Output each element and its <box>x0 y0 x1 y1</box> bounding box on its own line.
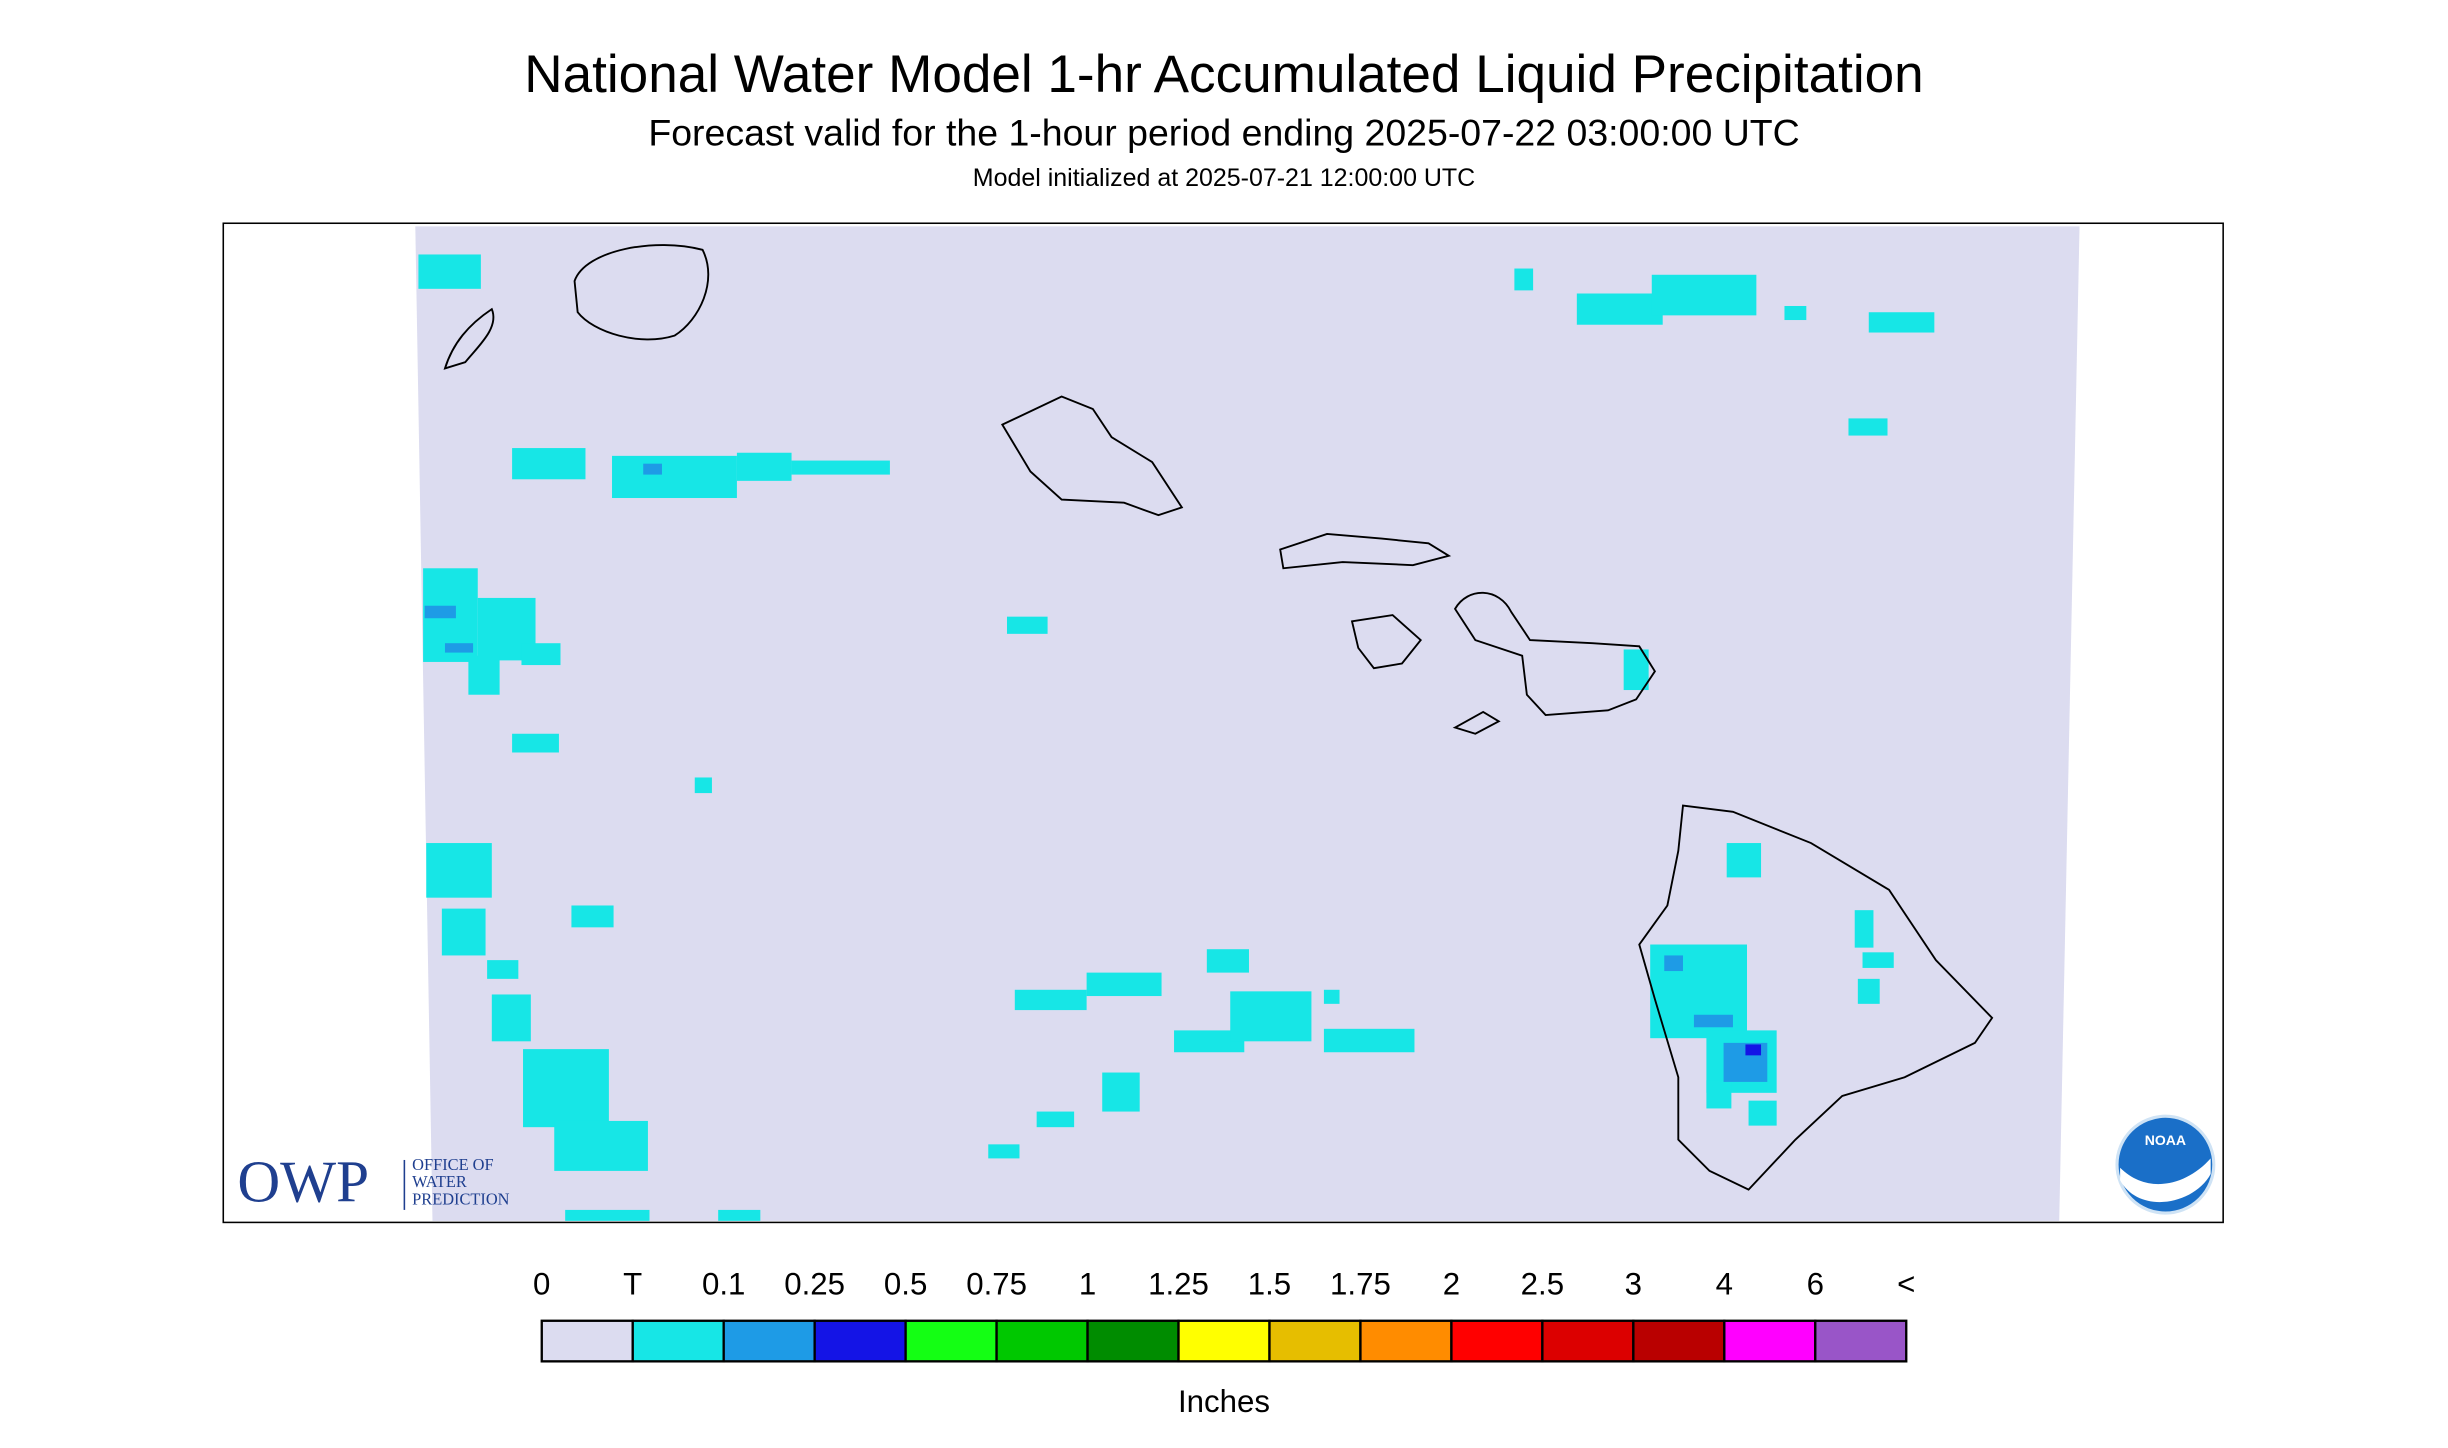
init-time: Model initialized at 2025-07-21 12:00:00… <box>973 164 1475 192</box>
colorbar-swatch <box>1632 1319 1726 1363</box>
colorbar-swatch <box>1541 1319 1635 1363</box>
colorbar-label: 0.25 <box>784 1267 845 1302</box>
colorbar-swatch <box>904 1319 998 1363</box>
colorbar-label: 6 <box>1807 1267 1824 1302</box>
colorbar-label: 2.5 <box>1521 1267 1564 1302</box>
islands <box>443 244 1994 1191</box>
colorbar-label: T <box>623 1267 642 1302</box>
colorbar-swatch <box>1359 1319 1453 1363</box>
colorbar-swatch <box>995 1319 1089 1363</box>
colorbar-label: 1.75 <box>1330 1267 1391 1302</box>
owp-logo-line: WATER <box>412 1172 467 1191</box>
colorbar-swatch <box>1723 1319 1817 1363</box>
colorbar-label: 2 <box>1443 1267 1460 1302</box>
colorbar-swatch <box>631 1319 725 1363</box>
title: National Water Model 1-hr Accumulated Li… <box>524 45 1923 104</box>
noaa-logo-text: NOAA <box>2145 1132 2186 1148</box>
model-domain <box>415 226 2080 1221</box>
colorbar-label: 3 <box>1625 1267 1642 1302</box>
owp-logo-text: OWP <box>237 1149 369 1215</box>
colorbar-label: 0.5 <box>884 1267 927 1302</box>
owp-logo-line: PREDICTION <box>412 1189 510 1208</box>
colorbar-swatch <box>1814 1319 1908 1363</box>
colorbar-label: 1.25 <box>1148 1267 1209 1302</box>
owp-logo-line: OFFICE OF <box>412 1155 493 1174</box>
colorbar-label: 1.5 <box>1248 1267 1291 1302</box>
colorbar-label: 0.1 <box>702 1267 745 1302</box>
colorbar-swatch <box>813 1319 907 1363</box>
colorbar: 0 T 0.1 0.25 0.5 0.75 1 1.25 1.5 1.75 2 2.5 3 4 6 < <box>533 1267 1915 1363</box>
colorbar-swatch <box>1086 1319 1180 1363</box>
colorbar-label: 4 <box>1716 1267 1733 1302</box>
colorbar-swatch <box>540 1319 634 1363</box>
map: OWP OFFICE OF WATER PREDICTION NOAA <box>222 222 2224 1224</box>
colorbar-swatch <box>1450 1319 1544 1363</box>
colorbar-swatch <box>1177 1319 1271 1363</box>
precip-patches <box>418 254 1935 1221</box>
colorbar-label: 0.75 <box>966 1267 1027 1302</box>
owp-logo: OWP OFFICE OF WATER PREDICTION <box>237 1149 509 1215</box>
colorbar-label: 1 <box>1079 1267 1096 1302</box>
subtitle: Forecast valid for the 1-hour period end… <box>648 112 1799 154</box>
noaa-logo: NOAA <box>2115 1114 2216 1215</box>
colorbar-label: < <box>1897 1267 1915 1302</box>
colorbar-swatch <box>1268 1319 1362 1363</box>
colorbar-swatch <box>722 1319 816 1363</box>
colorbar-unit: Inches <box>1178 1384 1270 1419</box>
colorbar-label: 0 <box>533 1267 550 1302</box>
